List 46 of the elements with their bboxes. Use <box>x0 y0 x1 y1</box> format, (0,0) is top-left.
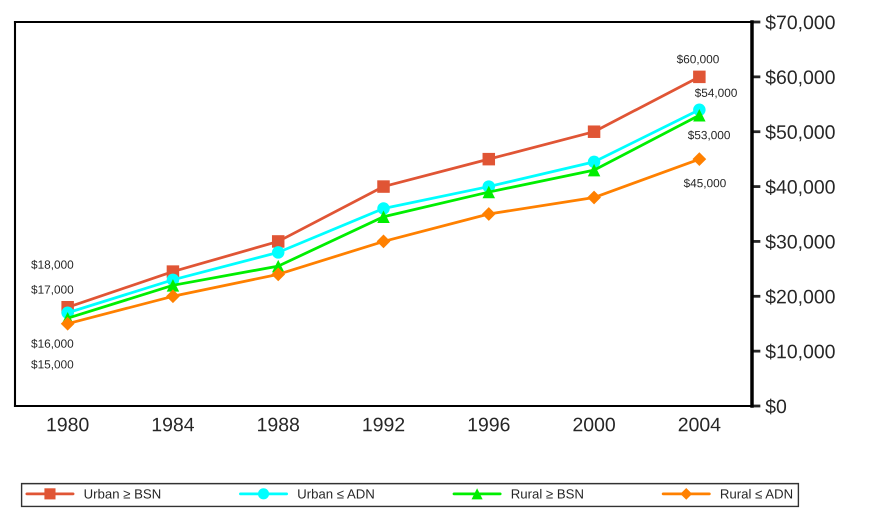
point <box>377 202 390 215</box>
y-tick-label: $10,000 <box>765 344 835 361</box>
point <box>587 190 601 204</box>
x-tick-label: 2004 <box>678 418 720 432</box>
x-tick-label: 1992 <box>363 418 404 432</box>
point <box>693 70 706 84</box>
legend-label: Rural ≥ BSN <box>512 488 583 499</box>
y-tick-label: $40,000 <box>765 179 835 196</box>
point <box>166 279 180 292</box>
x-tick-label: 1980 <box>48 418 89 432</box>
x-tick-label: 2000 <box>573 418 615 432</box>
point <box>482 207 496 221</box>
point <box>271 267 286 282</box>
y-tick-label: $50,000 <box>765 124 835 142</box>
y-tick-label: $20,000 <box>765 288 835 306</box>
point <box>377 210 390 223</box>
point <box>272 235 284 248</box>
data-label: $16,000 <box>31 338 74 350</box>
y-tick-label: $70,000 <box>765 14 835 32</box>
y-tick-label: $30,000 <box>765 234 835 251</box>
data-label: $60,000 <box>676 54 719 65</box>
data-label: $54,000 <box>694 88 737 98</box>
point <box>588 164 600 176</box>
point <box>482 152 496 166</box>
y-tick-label: $60,000 <box>765 70 835 86</box>
point <box>692 152 706 166</box>
legend-label: Urban ≤ ADN <box>298 488 374 499</box>
x-tick-label: 1988 <box>258 418 299 432</box>
y-tick-label: $0 <box>765 398 786 414</box>
point <box>377 180 390 193</box>
data-label: $18,000 <box>31 260 74 270</box>
legend-label: Rural ≤ ADN <box>720 488 792 499</box>
data-label: $53,000 <box>688 130 730 141</box>
point <box>376 234 390 248</box>
point <box>60 316 75 331</box>
point <box>166 289 180 304</box>
point <box>588 125 600 138</box>
x-tick-label: 1984 <box>152 418 194 432</box>
point <box>272 246 284 259</box>
point <box>482 186 496 198</box>
x-tick-label: 1996 <box>468 418 510 432</box>
data-label: $45,000 <box>684 178 726 189</box>
point <box>693 109 706 122</box>
legend-label: Urban ≥ BSN <box>84 488 160 499</box>
data-label: $15,000 <box>31 360 74 370</box>
data-label: $17,000 <box>31 284 74 296</box>
